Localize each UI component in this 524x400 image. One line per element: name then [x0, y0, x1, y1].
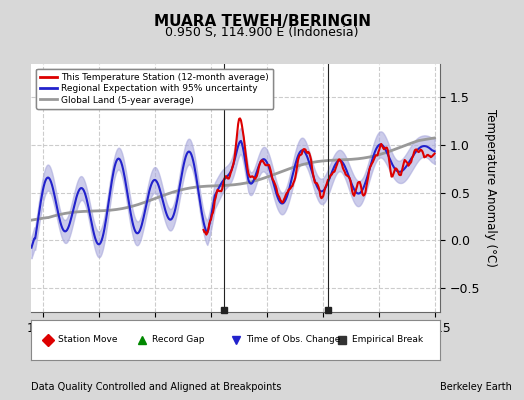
Text: 0.950 S, 114.900 E (Indonesia): 0.950 S, 114.900 E (Indonesia) [165, 26, 359, 39]
Text: MUARA TEWEH/BERINGIN: MUARA TEWEH/BERINGIN [154, 14, 370, 29]
Text: Empirical Break: Empirical Break [352, 336, 423, 344]
Text: Data Quality Controlled and Aligned at Breakpoints: Data Quality Controlled and Aligned at B… [31, 382, 282, 392]
Y-axis label: Temperature Anomaly (°C): Temperature Anomaly (°C) [484, 109, 497, 267]
Text: Time of Obs. Change: Time of Obs. Change [246, 336, 341, 344]
Text: Record Gap: Record Gap [152, 336, 204, 344]
Legend: This Temperature Station (12-month average), Regional Expectation with 95% uncer: This Temperature Station (12-month avera… [36, 68, 274, 109]
Text: Berkeley Earth: Berkeley Earth [440, 382, 512, 392]
Text: Station Move: Station Move [58, 336, 117, 344]
